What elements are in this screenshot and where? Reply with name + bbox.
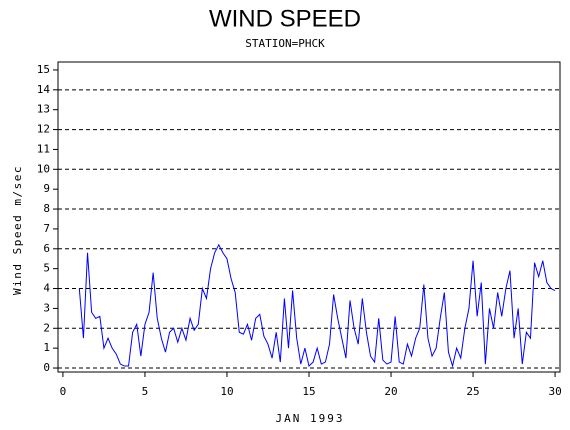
y-tick-label: 4 (43, 282, 50, 295)
y-tick-label: 0 (43, 361, 50, 374)
y-tick-label: 9 (43, 182, 50, 195)
x-tick-label: 5 (142, 385, 149, 398)
y-tick-label: 14 (37, 83, 51, 96)
x-tick-label: 25 (466, 385, 479, 398)
x-axis-label: JAN 1993 (276, 412, 345, 425)
x-tick-label: 20 (384, 385, 397, 398)
y-tick-label: 1 (43, 341, 50, 354)
line-series (78, 243, 556, 369)
y-tick-label: 13 (37, 103, 50, 116)
y-tick-label: 8 (43, 202, 50, 215)
chart-subtitle: STATION=PHCK (245, 37, 325, 50)
y-tick-label: 15 (37, 63, 50, 76)
y-tick-label: 2 (43, 321, 50, 334)
y-tick-label: 10 (37, 162, 50, 175)
y-tick-label: 7 (43, 222, 50, 235)
y-tick-label: 3 (43, 301, 50, 314)
y-tick-label: 5 (43, 262, 50, 275)
x-tick-label: 30 (548, 385, 561, 398)
y-tick-label: 11 (37, 142, 50, 155)
y-axis-label: Wind Speed m/sec (11, 165, 24, 295)
chart-title: WIND SPEED (209, 5, 361, 32)
x-tick-label: 10 (220, 385, 233, 398)
x-tick-label: 15 (302, 385, 315, 398)
plot-frame (57, 61, 561, 373)
x-tick-label: 0 (60, 385, 67, 398)
y-tick-label: 12 (37, 123, 50, 136)
y-tick-label: 6 (43, 242, 50, 255)
